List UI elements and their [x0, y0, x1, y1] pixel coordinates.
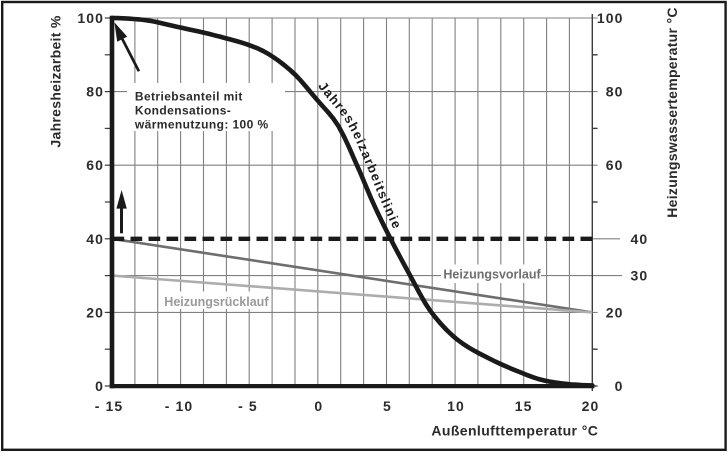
svg-text:80: 80 — [86, 84, 104, 100]
svg-text:Heizungswassertemperatur °C: Heizungswassertemperatur °C — [664, 7, 680, 218]
svg-text:- 15: - 15 — [95, 398, 124, 414]
svg-text:- 5: - 5 — [238, 398, 258, 414]
svg-text:Heizungsvorlauf: Heizungsvorlauf — [443, 267, 541, 281]
svg-text:20: 20 — [86, 304, 104, 320]
svg-text:20: 20 — [606, 304, 624, 320]
svg-text:15: 15 — [515, 398, 533, 414]
svg-text:Heizungsrücklauf: Heizungsrücklauf — [164, 295, 269, 309]
svg-text:Jahresheizarbeit %: Jahresheizarbeit % — [48, 15, 64, 147]
svg-text:10: 10 — [447, 398, 465, 414]
svg-text:wärmenutzung: 100 %: wärmenutzung: 100 % — [134, 118, 269, 132]
svg-text:0: 0 — [615, 378, 624, 394]
svg-text:80: 80 — [606, 84, 624, 100]
svg-text:0: 0 — [314, 398, 323, 414]
svg-text:5: 5 — [383, 398, 392, 414]
svg-text:100: 100 — [77, 10, 104, 26]
svg-text:20: 20 — [582, 398, 600, 414]
svg-text:100: 100 — [597, 10, 624, 26]
svg-text:30: 30 — [631, 268, 649, 284]
svg-text:Kondensations-: Kondensations- — [135, 104, 231, 118]
svg-text:40: 40 — [86, 231, 104, 247]
svg-text:0: 0 — [95, 378, 104, 394]
svg-text:- 10: - 10 — [165, 398, 194, 414]
svg-text:60: 60 — [606, 157, 624, 173]
svg-text:60: 60 — [86, 157, 104, 173]
svg-text:40: 40 — [631, 231, 649, 247]
svg-text:Außenlufttemperatur °C: Außenlufttemperatur °C — [431, 423, 598, 439]
svg-text:Betriebsanteil mit: Betriebsanteil mit — [135, 89, 243, 103]
